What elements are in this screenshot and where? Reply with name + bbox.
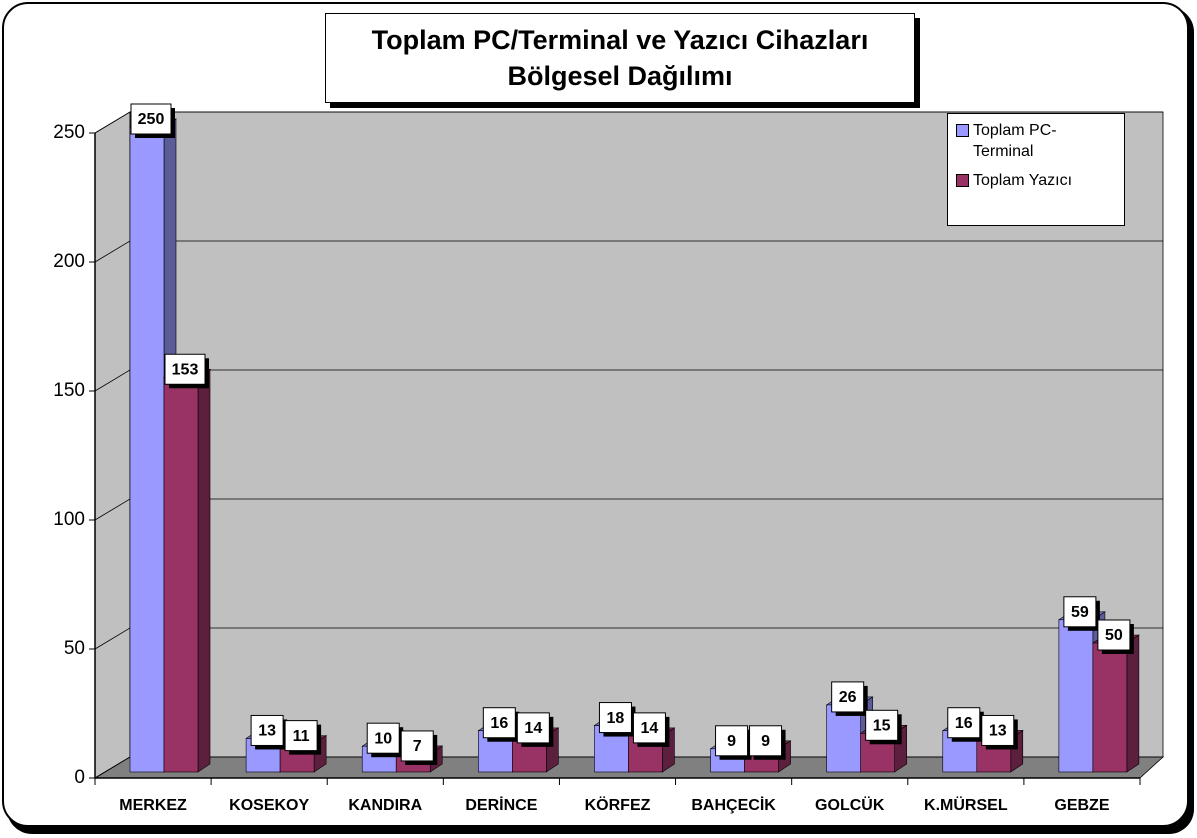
legend-swatch xyxy=(956,124,969,137)
data-label: 250 xyxy=(138,111,165,128)
data-label-box xyxy=(749,725,783,757)
y-tick-label: 200 xyxy=(53,251,85,272)
data-label-box xyxy=(1097,619,1131,651)
bar xyxy=(1092,642,1128,773)
data-label: 13 xyxy=(258,723,276,740)
x-tick-label: KANDIRA xyxy=(348,797,422,814)
data-label-box xyxy=(164,353,206,385)
x-tick-label: KÖRFEZ xyxy=(585,795,651,814)
legend-swatch xyxy=(956,174,969,187)
data-label-box xyxy=(865,709,899,741)
x-tick-label: GOLCÜK xyxy=(815,795,885,814)
data-label-box xyxy=(482,707,516,739)
data-label: 10 xyxy=(374,730,392,747)
bar-side xyxy=(197,368,211,773)
legend-label: Toplam PC-Terminal xyxy=(973,122,1057,160)
legend: Toplam PC-Terminal Toplam Yazıcı xyxy=(947,113,1125,226)
data-label: 18 xyxy=(607,710,625,727)
data-label-box xyxy=(516,712,550,744)
bar xyxy=(163,376,199,773)
x-tick-label: DERİNCE xyxy=(465,796,537,814)
data-label-box xyxy=(981,714,1015,746)
x-tick-label: KOSEKOY xyxy=(229,797,309,814)
x-tick-label: GEBZE xyxy=(1054,797,1109,814)
legend-item: Toplam PC-Terminal xyxy=(956,120,1116,162)
y-tick-label: 100 xyxy=(53,509,85,530)
x-tick-label: K.MÜRSEL xyxy=(924,795,1008,814)
data-label-box xyxy=(400,730,434,762)
data-label-box xyxy=(1063,596,1097,628)
data-label: 59 xyxy=(1071,604,1089,621)
data-label-box xyxy=(250,714,284,746)
legend-label: Toplam Yazıcı xyxy=(973,172,1073,189)
y-tick-label: 0 xyxy=(74,767,85,788)
data-label-box xyxy=(947,707,981,739)
bar-side xyxy=(1126,634,1140,773)
data-label: 153 xyxy=(172,361,199,378)
data-label: 50 xyxy=(1105,627,1123,644)
legend-item: Toplam Yazıcı xyxy=(956,170,1116,191)
data-label: 9 xyxy=(727,733,736,750)
data-label: 9 xyxy=(761,733,770,750)
y-tick-label: 250 xyxy=(53,122,85,143)
data-label: 11 xyxy=(293,728,310,745)
data-label-box xyxy=(715,725,749,757)
data-label-box xyxy=(632,712,666,744)
data-label: 13 xyxy=(989,723,1007,740)
grid-line xyxy=(94,111,1163,134)
side-wall xyxy=(94,111,131,779)
data-label: 16 xyxy=(490,715,508,732)
x-tick-label: MERKEZ xyxy=(119,797,187,814)
data-label: 15 xyxy=(873,718,891,735)
data-label-box xyxy=(598,702,632,734)
y-tick-label: 150 xyxy=(53,380,85,401)
data-label: 7 xyxy=(413,738,422,755)
data-label: 14 xyxy=(524,720,542,737)
data-label: 16 xyxy=(955,715,973,732)
chart-title: Toplam PC/Terminal ve Yazıcı Cihazları B… xyxy=(325,13,915,103)
data-label: 26 xyxy=(839,689,857,706)
bar xyxy=(1058,619,1094,773)
bar xyxy=(129,126,165,773)
data-label: 14 xyxy=(641,720,659,737)
data-label-box xyxy=(130,103,172,135)
bar xyxy=(826,704,861,773)
data-label-box xyxy=(284,720,318,752)
data-label-box xyxy=(366,722,400,754)
y-tick-label: 50 xyxy=(64,638,85,659)
data-label-box xyxy=(831,681,865,713)
x-tick-label: BAHÇECİK xyxy=(691,796,776,814)
